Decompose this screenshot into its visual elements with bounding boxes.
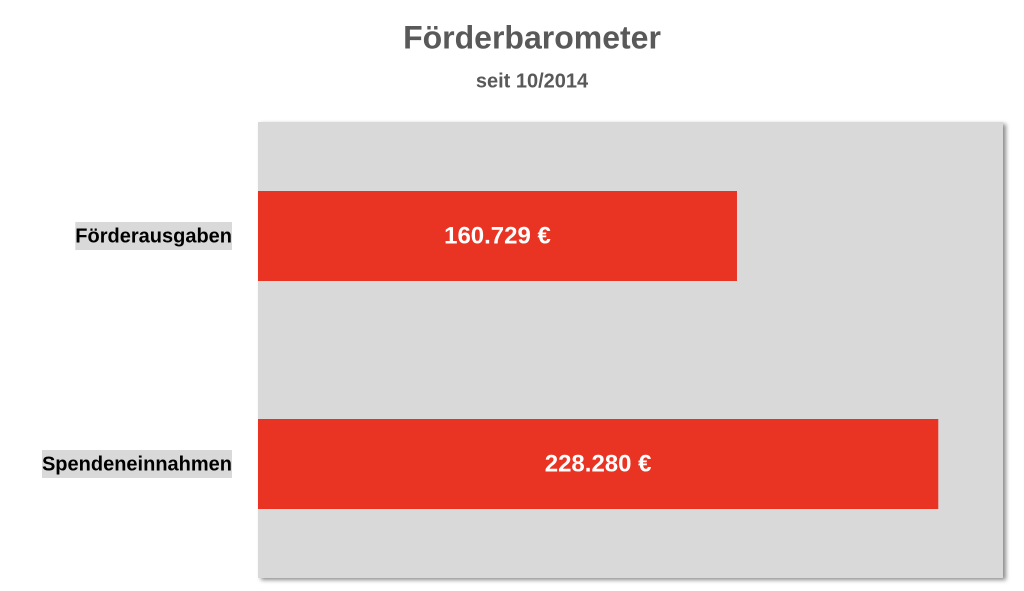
value-label: 160.729 €: [444, 222, 551, 249]
category-label: Förderausgaben: [75, 225, 232, 247]
category-label-bg: [41, 450, 232, 478]
category-label: Spendeneinnahmen: [42, 453, 232, 475]
bar: [258, 191, 737, 281]
value-label: 228.280 €: [545, 450, 652, 477]
bar: [258, 419, 939, 509]
chart-title: Förderbarometer: [403, 19, 661, 55]
chart-subtitle: seit 10/2014: [476, 70, 589, 92]
plot-area: [258, 122, 1003, 578]
category-label-bg: [75, 222, 232, 250]
